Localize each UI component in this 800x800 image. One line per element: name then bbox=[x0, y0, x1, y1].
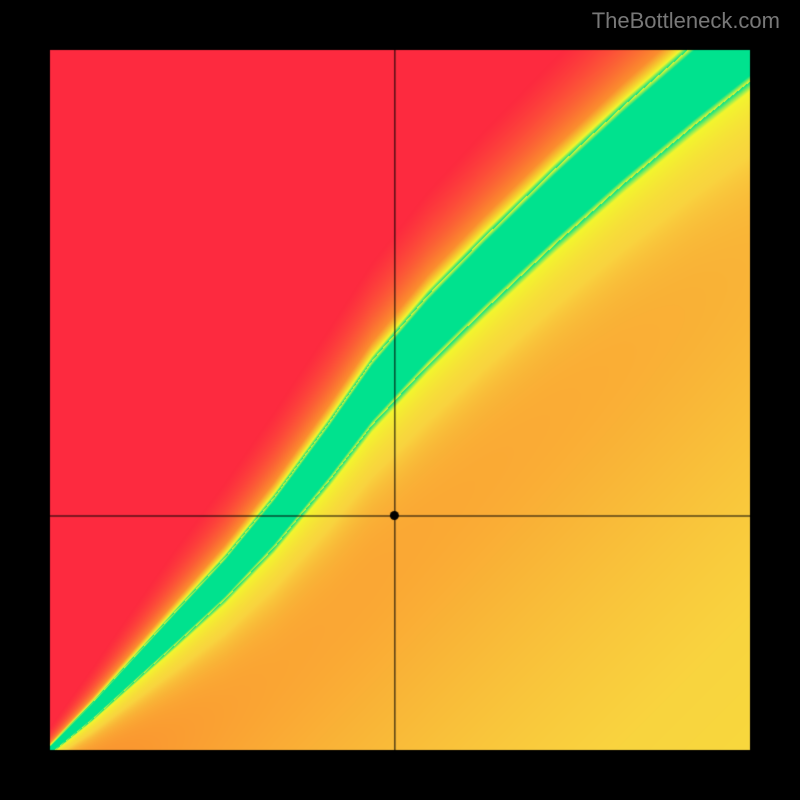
chart-container: TheBottleneck.com bbox=[0, 0, 800, 800]
heatmap-canvas bbox=[0, 0, 800, 800]
watermark-text: TheBottleneck.com bbox=[592, 8, 780, 34]
